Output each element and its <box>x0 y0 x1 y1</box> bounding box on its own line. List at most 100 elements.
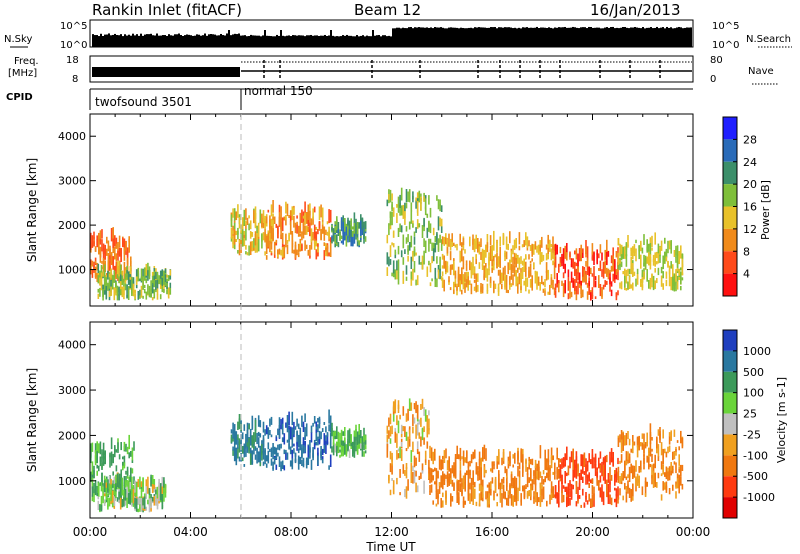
data-cell <box>478 244 481 249</box>
data-cell <box>628 276 631 289</box>
data-cell <box>507 494 510 506</box>
data-cell <box>591 454 594 469</box>
data-cell <box>504 274 506 288</box>
data-cell <box>617 435 620 439</box>
data-cell <box>428 428 430 435</box>
nsky-bar <box>550 27 552 47</box>
data-cell <box>257 437 260 444</box>
data-cell <box>415 279 417 286</box>
nsky-bar <box>266 35 268 47</box>
data-cell <box>399 223 401 232</box>
data-cell <box>439 268 441 280</box>
data-cell <box>278 456 281 467</box>
data-cell <box>574 261 576 276</box>
nsky-bar <box>658 28 660 47</box>
data-cell <box>107 270 109 280</box>
data-cell <box>436 234 438 242</box>
nsky-bar <box>598 27 600 47</box>
data-cell <box>614 260 616 273</box>
data-cell <box>442 500 444 508</box>
data-cell <box>620 473 623 482</box>
data-cell <box>325 435 327 444</box>
data-cell <box>676 245 679 256</box>
data-cell <box>139 476 141 490</box>
data-cell <box>496 461 498 469</box>
data-cell <box>237 204 239 218</box>
data-cell <box>554 290 557 296</box>
data-cell <box>360 220 362 230</box>
nsky-bar <box>122 36 124 47</box>
data-cell <box>619 488 621 496</box>
data-cell <box>101 229 103 239</box>
nsky-bar <box>410 27 412 47</box>
nsky-bar <box>148 34 150 47</box>
data-cell <box>442 459 444 470</box>
data-cell <box>649 441 652 456</box>
data-cell <box>607 269 610 280</box>
data-cell <box>423 407 425 416</box>
data-cell <box>313 416 316 424</box>
data-cell <box>423 250 425 265</box>
data-cell <box>625 269 628 284</box>
data-cell <box>267 427 270 439</box>
data-cell <box>675 491 677 499</box>
data-cell <box>117 250 119 261</box>
data-cell <box>432 469 434 473</box>
data-cell <box>625 486 628 493</box>
data-cell <box>232 240 234 249</box>
data-cell <box>302 437 305 445</box>
data-cell <box>499 483 502 496</box>
data-cell <box>441 271 444 277</box>
data-cell <box>97 500 100 510</box>
data-cell <box>412 414 414 427</box>
data-cell <box>552 455 554 461</box>
data-cell <box>512 477 514 489</box>
data-cell <box>267 232 270 245</box>
nsky-bar <box>454 27 456 47</box>
data-cell <box>256 233 258 244</box>
nsky-bar <box>344 35 346 47</box>
data-cell <box>350 233 352 247</box>
nsky-bar <box>154 35 156 47</box>
data-cell <box>428 473 430 479</box>
nsky-bar <box>626 27 628 47</box>
data-cell <box>561 253 563 267</box>
data-cell <box>355 438 357 452</box>
nsky-bar <box>268 35 270 47</box>
data-cell <box>415 482 417 493</box>
data-cell <box>360 441 362 449</box>
nsky-bar <box>160 35 162 47</box>
data-cell <box>288 426 290 430</box>
data-cell <box>309 255 311 259</box>
data-cell <box>105 482 108 497</box>
data-cell <box>106 236 108 244</box>
data-cell <box>498 478 500 490</box>
data-cell <box>681 256 684 268</box>
data-cell <box>418 419 421 425</box>
data-cell <box>355 218 357 232</box>
data-cell <box>386 425 389 434</box>
data-cell <box>103 264 106 276</box>
data-cell <box>456 286 458 291</box>
data-cell <box>546 500 548 507</box>
data-cell <box>649 243 652 256</box>
data-cell <box>299 456 302 465</box>
data-cell <box>158 486 160 501</box>
nsky-bar <box>298 35 300 47</box>
data-cell <box>491 477 494 484</box>
data-cell <box>483 265 485 279</box>
data-cell <box>449 251 452 261</box>
data-cell <box>246 442 249 453</box>
data-cell <box>101 457 103 470</box>
data-cell <box>430 484 433 493</box>
data-cell <box>469 260 471 271</box>
data-cell <box>651 475 653 485</box>
data-cell <box>259 219 262 224</box>
data-cell <box>135 482 138 487</box>
data-cell <box>104 247 106 260</box>
data-cell <box>566 488 568 495</box>
data-cell <box>124 490 127 500</box>
data-cell <box>115 261 118 275</box>
data-cell <box>275 239 278 244</box>
data-cell <box>550 492 553 500</box>
